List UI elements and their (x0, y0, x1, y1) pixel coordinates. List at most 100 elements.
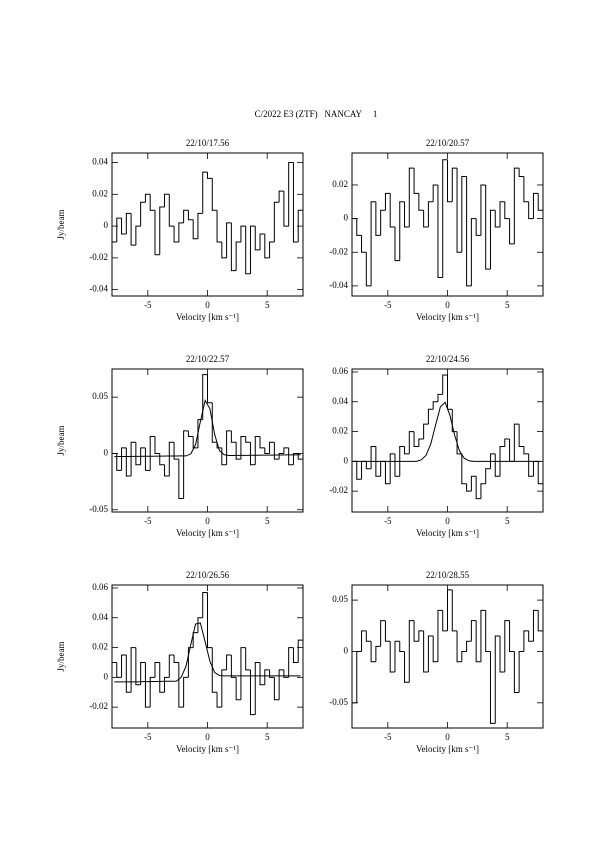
channel-step (135, 647, 141, 686)
channel-step (399, 445, 405, 477)
channel-step (475, 218, 481, 236)
channel-step (254, 436, 261, 465)
channel-step (532, 460, 539, 477)
channel-step (384, 620, 391, 642)
panel-title: 22/10/20.57 (426, 138, 470, 148)
channel-step (288, 162, 294, 227)
channel-step (192, 632, 198, 648)
channel-step (466, 640, 472, 652)
channel-step (207, 374, 213, 404)
channel-step (451, 589, 458, 632)
channel-step (240, 225, 246, 242)
channel-step (164, 464, 170, 477)
channel-step (178, 459, 184, 499)
channel-step (394, 453, 400, 477)
channel-step (235, 241, 241, 271)
channel-step (273, 442, 280, 460)
channel-step (121, 447, 127, 471)
y-tick-label: 0.02 (92, 188, 108, 198)
channel-step (269, 441, 275, 454)
y-tick-label: 0.06 (332, 366, 348, 376)
channel-step (513, 423, 520, 462)
channel-step (427, 408, 434, 425)
channel-step (273, 201, 280, 242)
y-tick-label: -0.05 (89, 504, 108, 514)
channel-step (494, 210, 501, 228)
channel-step (451, 167, 458, 202)
x-axis-label: Velocity [km s⁻¹] (416, 744, 479, 754)
channel-step (480, 184, 486, 236)
channel-step (125, 655, 132, 693)
channel-step (480, 483, 486, 499)
x-tick-label: 5 (505, 732, 510, 742)
channel-step (399, 201, 405, 261)
channel-step (226, 654, 232, 670)
gaussian-fit (354, 401, 541, 462)
x-tick-label: 5 (505, 300, 510, 310)
channel-step (404, 446, 410, 455)
channel-step (159, 453, 165, 466)
channel-step (437, 184, 443, 278)
channel-step (523, 176, 529, 203)
y-tick-label: -0.05 (329, 697, 348, 707)
channel-step (249, 225, 256, 274)
channel-step (245, 647, 251, 671)
x-tick-label: 0 (445, 300, 450, 310)
channel-step (356, 218, 362, 236)
channel-step (168, 441, 175, 476)
channel-step (197, 212, 203, 239)
spectrum (352, 374, 543, 500)
channel-step (485, 610, 491, 652)
panel-title: 22/10/28.55 (426, 570, 470, 580)
channel-step (485, 184, 491, 270)
channel-step (456, 431, 462, 455)
channel-step (413, 431, 419, 447)
channel-step (370, 201, 376, 286)
channel-step (216, 210, 222, 243)
channel-step (475, 476, 481, 500)
channel-step (283, 191, 289, 227)
y-tick-label: 0 (344, 646, 349, 656)
channel-step (447, 374, 453, 410)
channel-step (494, 453, 501, 477)
channel-step (389, 453, 395, 484)
panel-title: 22/10/22.57 (186, 354, 230, 364)
channel-step (221, 447, 227, 466)
channel-step (523, 446, 529, 455)
channel-step (413, 620, 419, 642)
channel-step (389, 193, 395, 228)
channel-step (470, 620, 477, 642)
channel-step (523, 630, 529, 652)
channel-step (427, 201, 434, 228)
y-axis-label: Jy/beam (56, 642, 66, 672)
channel-step (528, 630, 534, 642)
channel-step (427, 635, 434, 673)
channel-step (288, 447, 294, 466)
channel-step (164, 193, 170, 208)
channel-step (164, 676, 170, 693)
channel-step (518, 650, 524, 693)
channel-step (187, 647, 194, 678)
channel-step (365, 461, 372, 470)
x-tick-label: -5 (384, 300, 392, 310)
x-tick-label: -5 (144, 300, 152, 310)
x-axis-label: Velocity [km s⁻¹] (416, 312, 479, 322)
channel-step (361, 235, 367, 253)
x-tick-label: 5 (265, 732, 270, 742)
channel-step (245, 226, 251, 275)
channel-step (269, 241, 275, 258)
channel-step (466, 483, 472, 492)
channel-step (504, 620, 510, 673)
channel-step (408, 167, 415, 228)
channel-step (149, 194, 155, 211)
channel-step (384, 461, 391, 485)
channel-step (154, 661, 160, 678)
x-tick-label: 0 (205, 732, 210, 742)
x-tick-label: -5 (384, 732, 392, 742)
channel-step (418, 630, 424, 642)
x-axis-label: Velocity [km s⁻¹] (176, 528, 239, 538)
channel-step (365, 630, 372, 642)
channel-step (404, 651, 410, 683)
channel-step (278, 190, 284, 203)
channel-step (513, 167, 520, 244)
